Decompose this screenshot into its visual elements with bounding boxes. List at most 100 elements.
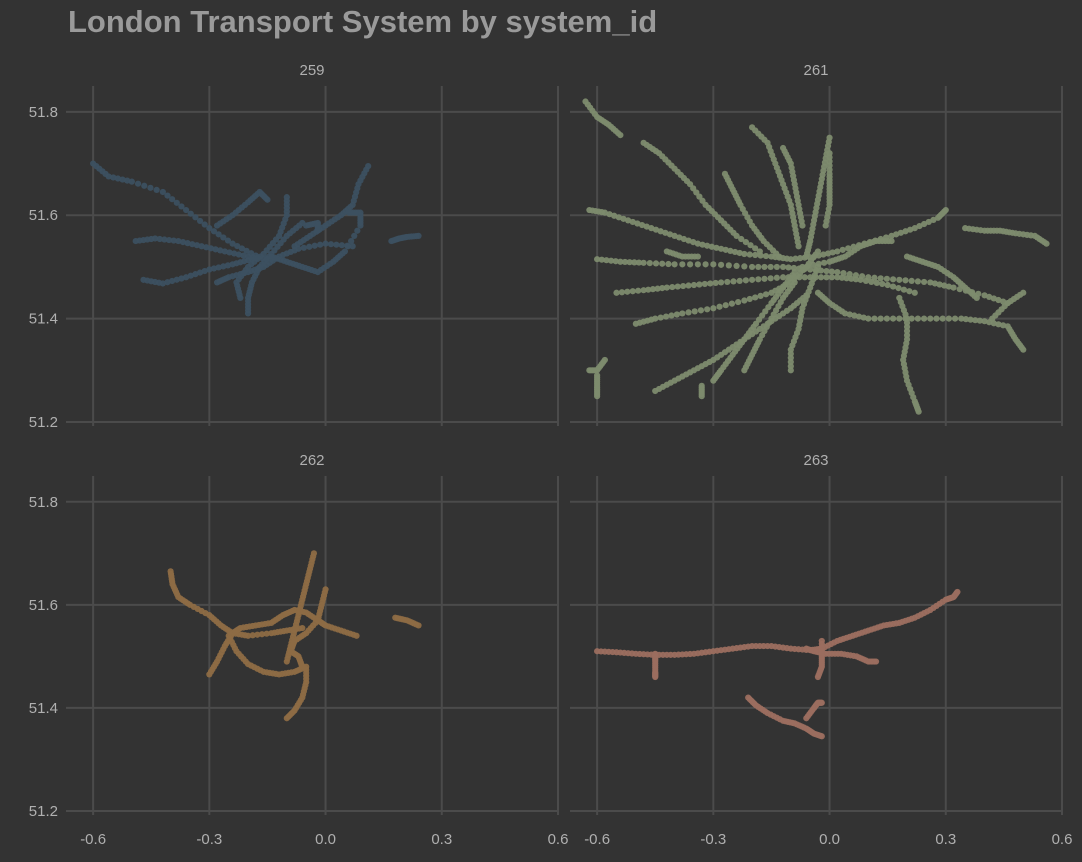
station-point (348, 237, 355, 245)
station-point (742, 239, 749, 246)
station-point (884, 281, 891, 289)
station-point (995, 321, 1002, 328)
station-point (722, 246, 729, 253)
station-point (299, 624, 306, 632)
station-point (165, 236, 173, 244)
station-point (198, 243, 205, 250)
x-tick-label: 0.6 (548, 831, 569, 848)
station-point (691, 308, 698, 315)
station-point (702, 261, 709, 268)
station-point (629, 288, 636, 295)
station-point (888, 237, 895, 245)
station-point (791, 268, 798, 276)
station-point (818, 733, 825, 740)
station-point (799, 263, 806, 271)
station-point (761, 263, 768, 271)
station-point (785, 264, 792, 271)
station-point (865, 315, 872, 322)
station-point (153, 186, 160, 194)
station-point (243, 247, 250, 254)
station-point (851, 312, 858, 319)
station-point (927, 279, 934, 286)
station-point (925, 218, 932, 226)
station-point (852, 276, 860, 283)
station-point (862, 277, 870, 284)
station-point (972, 317, 979, 324)
station-point (848, 275, 855, 282)
station-point (662, 313, 670, 320)
station-point (657, 314, 664, 321)
station-point (990, 320, 997, 327)
station-point (603, 257, 610, 264)
station-point (306, 243, 313, 250)
station-point (939, 315, 946, 322)
station-point (976, 317, 983, 324)
station-point (804, 262, 811, 269)
station-point (779, 274, 787, 281)
station-point (196, 217, 204, 225)
station-point (164, 279, 171, 286)
station-point (916, 222, 923, 230)
station-point (834, 248, 841, 255)
station-point (767, 275, 774, 282)
station-point (231, 250, 238, 257)
station-point (717, 245, 725, 252)
station-point (731, 248, 739, 256)
station-point (927, 315, 934, 322)
station-point (184, 240, 191, 247)
station-point (613, 289, 620, 296)
station-point (717, 279, 725, 286)
station-point (314, 227, 321, 234)
station-point (215, 264, 222, 271)
station-point (685, 282, 692, 289)
station-point (646, 259, 653, 267)
station-point (344, 243, 352, 250)
station-point (914, 315, 921, 322)
station-point (698, 382, 705, 389)
station-point (736, 277, 743, 284)
station-point (415, 622, 422, 629)
station-point (936, 281, 943, 288)
station-point (828, 274, 835, 281)
station-point (173, 199, 180, 206)
station-point (757, 292, 764, 299)
station-point (300, 244, 307, 251)
station-point (694, 253, 701, 260)
station-point (752, 251, 759, 259)
station-point (152, 235, 159, 242)
station-point (822, 222, 829, 229)
station-point (821, 259, 828, 266)
station-point (920, 315, 928, 322)
station-point (631, 259, 638, 266)
station-point (690, 281, 698, 289)
station-point (951, 315, 959, 322)
station-point (351, 232, 358, 240)
station-point (182, 206, 190, 214)
y-tick-label: 51.6 (29, 597, 58, 614)
station-point (920, 220, 928, 228)
station-point (134, 180, 142, 187)
x-tick-label: 0.0 (315, 831, 336, 848)
station-point (685, 309, 692, 316)
station-point (110, 174, 117, 181)
station-point (834, 274, 841, 281)
station-point (755, 263, 762, 271)
y-tick-label: 51.6 (29, 207, 58, 224)
station-point (962, 316, 970, 323)
station-point (883, 315, 890, 322)
station-point (607, 257, 615, 264)
station-point (738, 235, 745, 243)
station-point (701, 280, 708, 288)
station-point (652, 315, 659, 322)
station-point (733, 232, 740, 240)
station-point (1020, 289, 1027, 296)
station-point (299, 663, 306, 670)
station-point (694, 261, 701, 268)
station-point (914, 278, 921, 285)
station-point (594, 256, 601, 263)
station-point (220, 263, 227, 270)
station-point (354, 227, 361, 234)
station-point (877, 315, 884, 322)
station-point (696, 281, 703, 288)
